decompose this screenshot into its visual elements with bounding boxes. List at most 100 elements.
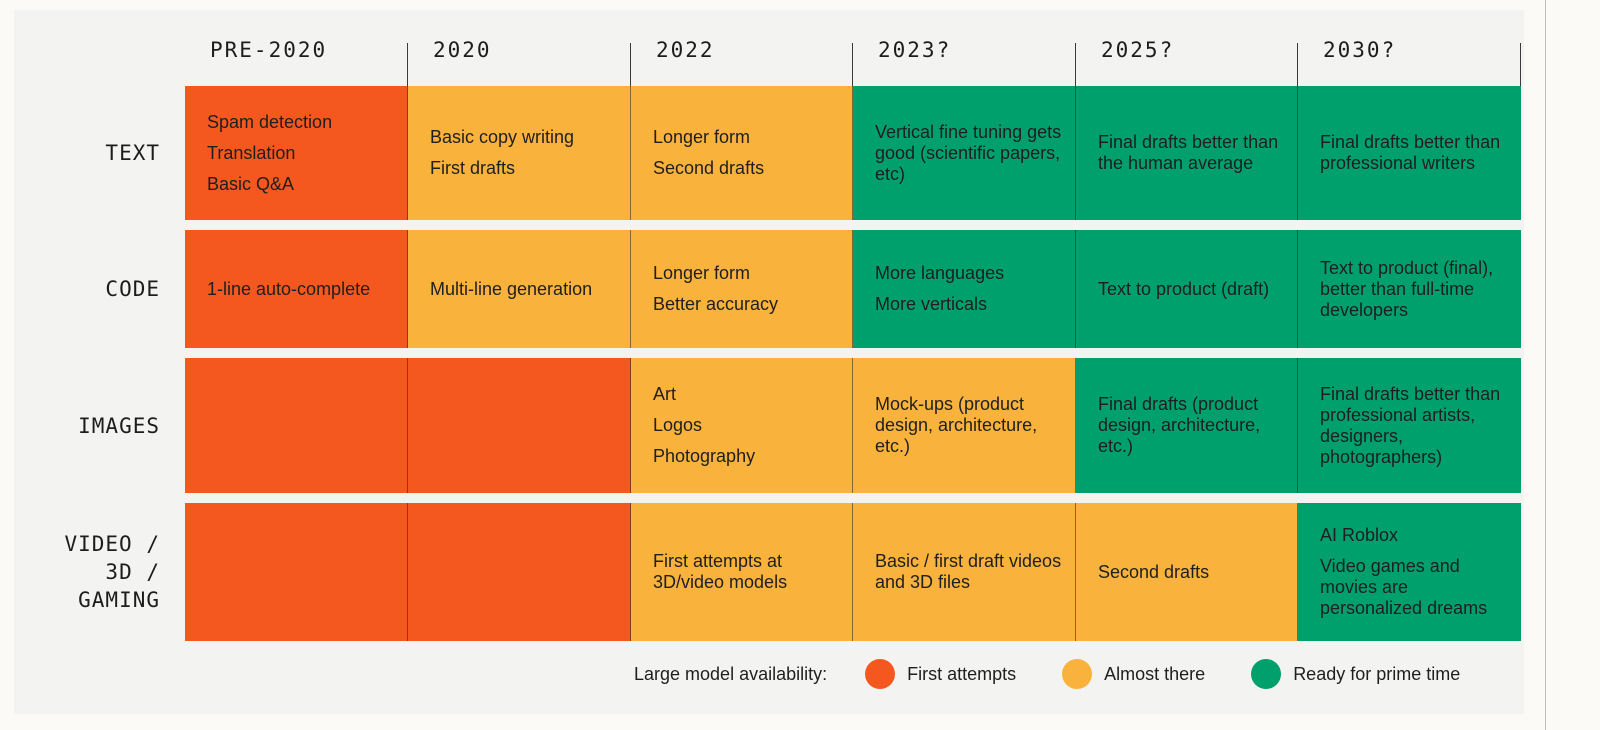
cell-item: Final drafts better than professional ar… bbox=[1320, 383, 1501, 467]
cell-item: Better accuracy bbox=[653, 294, 779, 314]
legend-swatch bbox=[1251, 659, 1282, 689]
timeline-cell: Final drafts better than professional ar… bbox=[1298, 358, 1521, 493]
row-label: VIDEO / 3D / GAMING bbox=[30, 503, 160, 641]
cell-divider bbox=[1075, 358, 1076, 493]
cell-item: Vertical fine tuning gets good (scientif… bbox=[875, 121, 1062, 184]
cell-item: Longer form bbox=[653, 263, 751, 283]
column-header: 2025? bbox=[1101, 38, 1175, 62]
cell-item: Translation bbox=[207, 142, 296, 163]
legend-title: Large model availability: bbox=[634, 663, 828, 684]
cell-divider bbox=[1297, 86, 1298, 220]
cell-divider bbox=[630, 503, 631, 641]
cell-item: Basic Q&A bbox=[207, 173, 295, 194]
cell-divider bbox=[852, 503, 853, 641]
column-header: 2030? bbox=[1323, 38, 1397, 62]
timeline-cell: Final drafts (product design, architectu… bbox=[1076, 358, 1298, 493]
cell-divider bbox=[1075, 230, 1076, 348]
cell-item: First attempts at 3D/video models bbox=[653, 551, 788, 592]
cell-item: More verticals bbox=[875, 294, 988, 314]
cell-divider bbox=[630, 358, 631, 493]
column-header: 2023? bbox=[878, 38, 952, 62]
cell-divider bbox=[1297, 230, 1298, 348]
timeline-cell bbox=[408, 358, 631, 493]
cell-divider bbox=[852, 86, 853, 220]
timeline-cell: More languages More verticals bbox=[853, 230, 1076, 348]
cell-divider bbox=[852, 358, 853, 493]
column-divider bbox=[1520, 43, 1521, 86]
row-label: IMAGES bbox=[30, 358, 160, 493]
column-divider bbox=[630, 43, 631, 86]
column-divider bbox=[1297, 43, 1298, 86]
timeline-cell: 1-line auto-complete bbox=[185, 230, 408, 348]
cell-item: More languages bbox=[875, 263, 1005, 283]
timeline-cell: Multi-line generation bbox=[408, 230, 631, 348]
timeline-cell: Spam detection Translation Basic Q&A bbox=[185, 86, 408, 220]
timeline-cell: Final drafts better than the human avera… bbox=[1076, 86, 1298, 220]
cell-item: 1-line auto-complete bbox=[207, 278, 371, 299]
timeline-cell: Final drafts better than professional wr… bbox=[1298, 86, 1521, 220]
timeline-cell: Text to product (final), better than ful… bbox=[1298, 230, 1521, 348]
cell-item: First drafts bbox=[430, 158, 516, 178]
column-header: 2020 bbox=[433, 38, 492, 62]
cell-divider bbox=[1297, 358, 1298, 493]
legend: Large model availability: First attempts… bbox=[634, 656, 1460, 692]
cell-item: Basic copy writing bbox=[430, 127, 575, 147]
cell-item: Final drafts (product design, architectu… bbox=[1098, 394, 1261, 456]
timeline-cell bbox=[185, 503, 408, 641]
cell-divider bbox=[407, 86, 408, 220]
cell-item: Photography bbox=[653, 446, 756, 466]
cell-divider bbox=[1297, 503, 1298, 641]
cell-item: Basic / first draft videos and 3D files bbox=[875, 551, 1062, 592]
cell-item: Multi-line generation bbox=[430, 278, 593, 299]
cell-divider bbox=[1075, 503, 1076, 641]
timeline-cell: Second drafts bbox=[1076, 503, 1298, 641]
legend-label: Almost there bbox=[1104, 663, 1206, 684]
cell-item: Video games and movies are personalized … bbox=[1320, 556, 1488, 618]
cell-divider bbox=[407, 230, 408, 348]
page-divider bbox=[1545, 0, 1546, 730]
row-label-line: TEXT bbox=[105, 141, 160, 165]
column-header: PRE-2020 bbox=[210, 38, 328, 62]
timeline-cell: Art Logos Photography bbox=[631, 358, 853, 493]
cell-divider bbox=[407, 503, 408, 641]
timeline-cell: Vertical fine tuning gets good (scientif… bbox=[853, 86, 1076, 220]
cell-item: Second drafts bbox=[1098, 561, 1210, 582]
row-label: TEXT bbox=[30, 86, 160, 220]
cell-divider bbox=[852, 230, 853, 348]
column-divider bbox=[1075, 43, 1076, 86]
legend-item: First attempts bbox=[865, 659, 1016, 689]
cell-item: Text to product (final), better than ful… bbox=[1320, 257, 1494, 320]
legend-swatch bbox=[1062, 659, 1093, 689]
legend-swatch bbox=[865, 659, 896, 689]
legend-item: Almost there bbox=[1062, 659, 1205, 689]
legend-item: Ready for prime time bbox=[1251, 659, 1460, 689]
column-divider bbox=[852, 43, 853, 86]
column-header: 2022 bbox=[656, 38, 715, 62]
cell-item: Second drafts bbox=[653, 158, 765, 178]
timeline-cell: Basic copy writing First drafts bbox=[408, 86, 631, 220]
timeline-cell bbox=[185, 358, 408, 493]
row-label-line: CODE bbox=[105, 277, 160, 301]
row-label-line: 3D / bbox=[105, 560, 160, 584]
timeline-cell: First attempts at 3D/video models bbox=[631, 503, 853, 641]
cell-item: Text to product (draft) bbox=[1098, 278, 1270, 299]
cell-item: Longer form bbox=[653, 127, 751, 147]
legend-label: Ready for prime time bbox=[1293, 663, 1461, 684]
column-divider bbox=[407, 43, 408, 86]
cell-item: Final drafts better than professional wr… bbox=[1320, 132, 1501, 173]
legend-label: First attempts bbox=[907, 663, 1017, 684]
cell-divider bbox=[1075, 86, 1076, 220]
row-label-line: IMAGES bbox=[78, 413, 160, 438]
timeline-cell: AI Roblox Video games and movies are pers… bbox=[1298, 503, 1521, 641]
timeline-cell: Mock-ups (product design, architecture, … bbox=[853, 358, 1076, 493]
cell-divider bbox=[630, 86, 631, 220]
row-label-line: GAMING bbox=[78, 588, 160, 612]
timeline-cell bbox=[408, 503, 631, 641]
cell-divider bbox=[630, 230, 631, 348]
cell-item: Mock-ups (product design, architecture, … bbox=[875, 394, 1038, 456]
row-label-line: VIDEO / bbox=[64, 532, 160, 556]
timeline-cell: Basic / first draft videos and 3D files bbox=[853, 503, 1076, 641]
cell-item: Spam detection bbox=[207, 111, 333, 132]
cell-item: Final drafts better than the human avera… bbox=[1098, 132, 1279, 173]
cell-divider bbox=[407, 358, 408, 493]
